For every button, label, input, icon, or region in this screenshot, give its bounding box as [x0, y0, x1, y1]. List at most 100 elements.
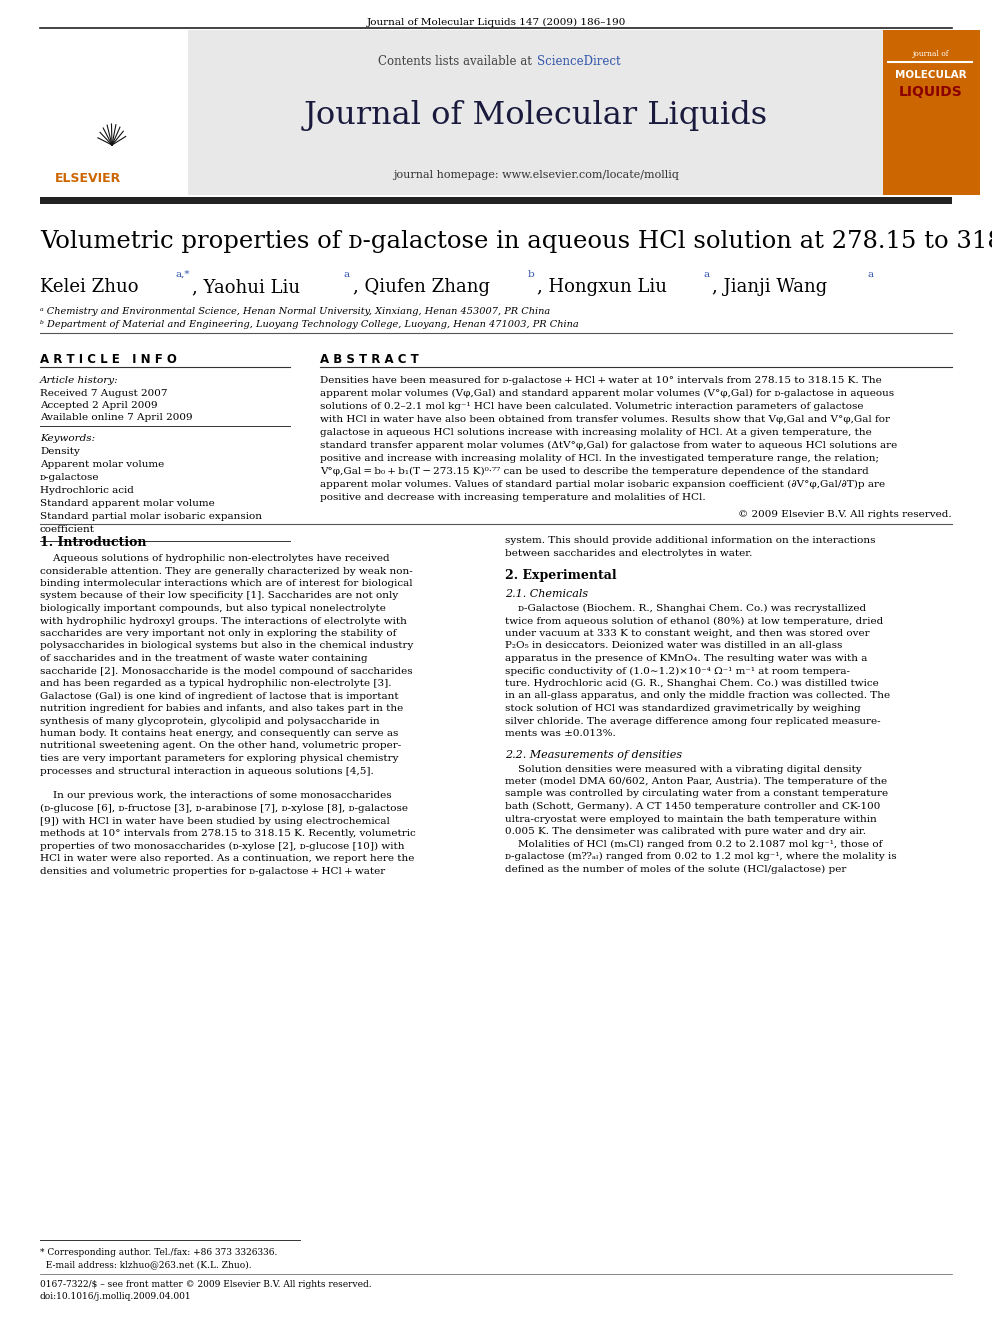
Text: meter (model DMA 60/602, Anton Paar, Austria). The temperature of the: meter (model DMA 60/602, Anton Paar, Aus… — [505, 777, 887, 786]
Text: Contents lists available at: Contents lists available at — [378, 56, 536, 67]
Text: positive and increase with increasing molality of HCl. In the investigated tempe: positive and increase with increasing mo… — [320, 454, 879, 463]
Text: saccharide [2]. Monosaccharide is the model compound of saccharides: saccharide [2]. Monosaccharide is the mo… — [40, 667, 413, 676]
Text: nutrition ingredient for babies and infants, and also takes part in the: nutrition ingredient for babies and infa… — [40, 704, 404, 713]
Text: 2.1. Chemicals: 2.1. Chemicals — [505, 589, 588, 599]
Bar — [40, 197, 952, 204]
Text: with hydrophilic hydroxyl groups. The interactions of electrolyte with: with hydrophilic hydroxyl groups. The in… — [40, 617, 407, 626]
Text: a: a — [344, 270, 350, 279]
Text: Accepted 2 April 2009: Accepted 2 April 2009 — [40, 401, 158, 410]
Text: specific conductivity of (1.0∼1.2)×10⁻⁴ Ω⁻¹ m⁻¹ at room tempera-: specific conductivity of (1.0∼1.2)×10⁻⁴ … — [505, 667, 850, 676]
Text: Aqueous solutions of hydrophilic non-electrolytes have received: Aqueous solutions of hydrophilic non-ele… — [40, 554, 390, 564]
Text: Galactose (Gal) is one kind of ingredient of lactose that is important: Galactose (Gal) is one kind of ingredien… — [40, 692, 399, 701]
Text: 0167-7322/$ – see front matter © 2009 Elsevier B.V. All rights reserved.: 0167-7322/$ – see front matter © 2009 El… — [40, 1279, 372, 1289]
Bar — [883, 30, 980, 194]
Text: considerable attention. They are generally characterized by weak non-: considerable attention. They are general… — [40, 566, 413, 576]
Text: b: b — [528, 270, 535, 279]
Text: V°φ,Gal = b₀ + b₁(T − 273.15 K)⁰·⁷⁷ can be used to describe the temperature depe: V°φ,Gal = b₀ + b₁(T − 273.15 K)⁰·⁷⁷ can … — [320, 467, 869, 476]
Text: bath (Schott, Germany). A CT 1450 temperature controller and CK-100: bath (Schott, Germany). A CT 1450 temper… — [505, 802, 880, 811]
Text: between saccharides and electrolytes in water.: between saccharides and electrolytes in … — [505, 549, 752, 557]
Text: properties of two monosaccharides (ᴅ-xylose [2], ᴅ-glucose [10]) with: properties of two monosaccharides (ᴅ-xyl… — [40, 841, 405, 851]
Text: (ᴅ-glucose [6], ᴅ-fructose [3], ᴅ-arabinose [7], ᴅ-xylose [8], ᴅ-galactose: (ᴅ-glucose [6], ᴅ-fructose [3], ᴅ-arabin… — [40, 804, 408, 814]
Text: ᴅ-galactose (m⁇ₐₗ) ranged from 0.02 to 1.2 mol kg⁻¹, where the molality is: ᴅ-galactose (m⁇ₐₗ) ranged from 0.02 to 1… — [505, 852, 897, 861]
Text: HCl in water were also reported. As a continuation, we report here the: HCl in water were also reported. As a co… — [40, 855, 415, 863]
Text: ᴅ-galactose: ᴅ-galactose — [40, 474, 99, 482]
Text: 2.2. Measurements of densities: 2.2. Measurements of densities — [505, 750, 682, 759]
Text: 1. Introduction: 1. Introduction — [40, 536, 147, 549]
Text: apparent molar volumes (Vφ,Gal) and standard apparent molar volumes (V°φ,Gal) fo: apparent molar volumes (Vφ,Gal) and stan… — [320, 389, 894, 398]
Text: polysaccharides in biological systems but also in the chemical industry: polysaccharides in biological systems bu… — [40, 642, 414, 651]
Text: In our previous work, the interactions of some monosaccharides: In our previous work, the interactions o… — [40, 791, 392, 800]
Text: sample was controlled by circulating water from a constant temperature: sample was controlled by circulating wat… — [505, 790, 888, 799]
Text: processes and structural interaction in aqueous solutions [4,5].: processes and structural interaction in … — [40, 766, 374, 775]
Text: biologically important compounds, but also typical nonelectrolyte: biologically important compounds, but al… — [40, 605, 386, 613]
Bar — [188, 30, 883, 194]
Text: A B S T R A C T: A B S T R A C T — [320, 353, 419, 366]
Text: © 2009 Elsevier B.V. All rights reserved.: © 2009 Elsevier B.V. All rights reserved… — [738, 509, 952, 519]
Text: solutions of 0.2–2.1 mol kg⁻¹ HCl have been calculated. Volumetric interaction p: solutions of 0.2–2.1 mol kg⁻¹ HCl have b… — [320, 402, 863, 411]
Text: ᵇ Department of Material and Engineering, Luoyang Technology College, Luoyang, H: ᵇ Department of Material and Engineering… — [40, 320, 578, 329]
Text: , Jianji Wang: , Jianji Wang — [712, 278, 827, 296]
Text: defined as the number of moles of the solute (HCl/galactose) per: defined as the number of moles of the so… — [505, 864, 846, 873]
Text: A R T I C L E   I N F O: A R T I C L E I N F O — [40, 353, 177, 366]
Text: apparatus in the presence of KMnO₄. The resulting water was with a: apparatus in the presence of KMnO₄. The … — [505, 654, 867, 663]
Text: journal of: journal of — [913, 50, 949, 58]
Text: ments was ±0.013%.: ments was ±0.013%. — [505, 729, 616, 738]
Text: Solution densities were measured with a vibrating digital density: Solution densities were measured with a … — [505, 765, 862, 774]
Text: , Qiufen Zhang: , Qiufen Zhang — [353, 278, 490, 296]
Text: galactose in aqueous HCl solutions increase with increasing molality of HCl. At : galactose in aqueous HCl solutions incre… — [320, 429, 872, 437]
Text: Standard partial molar isobaric expansion: Standard partial molar isobaric expansio… — [40, 512, 262, 521]
Text: Keywords:: Keywords: — [40, 434, 95, 443]
Text: and has been regarded as a typical hydrophilic non-electrolyte [3].: and has been regarded as a typical hydro… — [40, 679, 392, 688]
Text: Apparent molar volume: Apparent molar volume — [40, 460, 165, 468]
Text: positive and decrease with increasing temperature and molalities of HCl.: positive and decrease with increasing te… — [320, 493, 705, 501]
Text: synthesis of many glycoprotein, glycolipid and polysaccharide in: synthesis of many glycoprotein, glycolip… — [40, 717, 380, 725]
Text: 0.005 K. The densimeter was calibrated with pure water and dry air.: 0.005 K. The densimeter was calibrated w… — [505, 827, 866, 836]
Text: in an all-glass apparatus, and only the middle fraction was collected. The: in an all-glass apparatus, and only the … — [505, 692, 890, 700]
Text: saccharides are very important not only in exploring the stability of: saccharides are very important not only … — [40, 628, 397, 638]
Text: Article history:: Article history: — [40, 376, 119, 385]
Text: Journal of Molecular Liquids 147 (2009) 186–190: Journal of Molecular Liquids 147 (2009) … — [366, 19, 626, 28]
Text: LIQUIDS: LIQUIDS — [899, 85, 963, 99]
Text: standard transfer apparent molar volumes (ΔtV°φ,Gal) for galactose from water to: standard transfer apparent molar volumes… — [320, 441, 897, 450]
Text: Standard apparent molar volume: Standard apparent molar volume — [40, 499, 214, 508]
Text: densities and volumetric properties for ᴅ-galactose + HCl + water: densities and volumetric properties for … — [40, 867, 385, 876]
Text: Received 7 August 2007: Received 7 August 2007 — [40, 389, 168, 398]
Text: Available online 7 April 2009: Available online 7 April 2009 — [40, 413, 192, 422]
Text: under vacuum at 333 K to constant weight, and then was stored over: under vacuum at 333 K to constant weight… — [505, 628, 870, 638]
Text: a: a — [868, 270, 874, 279]
Text: nutritional sweetening agent. On the other hand, volumetric proper-: nutritional sweetening agent. On the oth… — [40, 741, 401, 750]
Text: Hydrochloric acid: Hydrochloric acid — [40, 486, 134, 495]
Text: system because of their low specificity [1]. Saccharides are not only: system because of their low specificity … — [40, 591, 398, 601]
Text: of saccharides and in the treatment of waste water containing: of saccharides and in the treatment of w… — [40, 654, 368, 663]
Text: journal homepage: www.elsevier.com/locate/molliq: journal homepage: www.elsevier.com/locat… — [393, 169, 679, 180]
Text: binding intermolecular interactions which are of interest for biological: binding intermolecular interactions whic… — [40, 579, 413, 587]
Text: stock solution of HCl was standardized gravimetrically by weighing: stock solution of HCl was standardized g… — [505, 704, 861, 713]
Text: ScienceDirect: ScienceDirect — [537, 56, 621, 67]
Text: with HCl in water have also been obtained from transfer volumes. Results show th: with HCl in water have also been obtaine… — [320, 415, 890, 423]
Text: coefficient: coefficient — [40, 525, 95, 534]
Text: Densities have been measured for ᴅ-galactose + HCl + water at 10° intervals from: Densities have been measured for ᴅ-galac… — [320, 376, 882, 385]
Text: , Yaohui Liu: , Yaohui Liu — [192, 278, 301, 296]
Text: ultra-cryostat were employed to maintain the bath temperature within: ultra-cryostat were employed to maintain… — [505, 815, 877, 823]
Text: ture. Hydrochloric acid (G. R., Shanghai Chem. Co.) was distilled twice: ture. Hydrochloric acid (G. R., Shanghai… — [505, 679, 879, 688]
Text: human body. It contains heat energy, and consequently can serve as: human body. It contains heat energy, and… — [40, 729, 399, 738]
Text: , Hongxun Liu: , Hongxun Liu — [537, 278, 667, 296]
Text: system. This should provide additional information on the interactions: system. This should provide additional i… — [505, 536, 876, 545]
Text: P₂O₅ in desiccators. Deionized water was distilled in an all-glass: P₂O₅ in desiccators. Deionized water was… — [505, 642, 842, 651]
Text: ᴅ-Galactose (Biochem. R., Shanghai Chem. Co.) was recrystallized: ᴅ-Galactose (Biochem. R., Shanghai Chem.… — [505, 605, 866, 613]
Text: Molalities of HCl (mₕCl) ranged from 0.2 to 2.1087 mol kg⁻¹, those of: Molalities of HCl (mₕCl) ranged from 0.2… — [505, 840, 882, 848]
Text: MOLECULAR: MOLECULAR — [895, 70, 967, 79]
Text: ties are very important parameters for exploring physical chemistry: ties are very important parameters for e… — [40, 754, 399, 763]
Text: [9]) with HCl in water have been studied by using electrochemical: [9]) with HCl in water have been studied… — [40, 816, 390, 826]
Text: silver chloride. The average difference among four replicated measure-: silver chloride. The average difference … — [505, 717, 881, 725]
Text: E-mail address: klzhuo@263.net (K.L. Zhuo).: E-mail address: klzhuo@263.net (K.L. Zhu… — [40, 1259, 252, 1269]
Text: twice from aqueous solution of ethanol (80%) at low temperature, dried: twice from aqueous solution of ethanol (… — [505, 617, 883, 626]
Text: 2. Experimental: 2. Experimental — [505, 569, 617, 582]
Text: Volumetric properties of ᴅ-galactose in aqueous HCl solution at 278.15 to 318.15: Volumetric properties of ᴅ-galactose in … — [40, 230, 992, 253]
Text: doi:10.1016/j.molliq.2009.04.001: doi:10.1016/j.molliq.2009.04.001 — [40, 1293, 191, 1301]
Text: a: a — [703, 270, 709, 279]
Text: * Corresponding author. Tel./fax: +86 373 3326336.: * Corresponding author. Tel./fax: +86 37… — [40, 1248, 278, 1257]
Text: a,*: a,* — [175, 270, 189, 279]
Text: methods at 10° intervals from 278.15 to 318.15 K. Recently, volumetric: methods at 10° intervals from 278.15 to … — [40, 830, 416, 837]
Text: apparent molar volumes. Values of standard partial molar isobaric expansion coef: apparent molar volumes. Values of standa… — [320, 480, 885, 490]
